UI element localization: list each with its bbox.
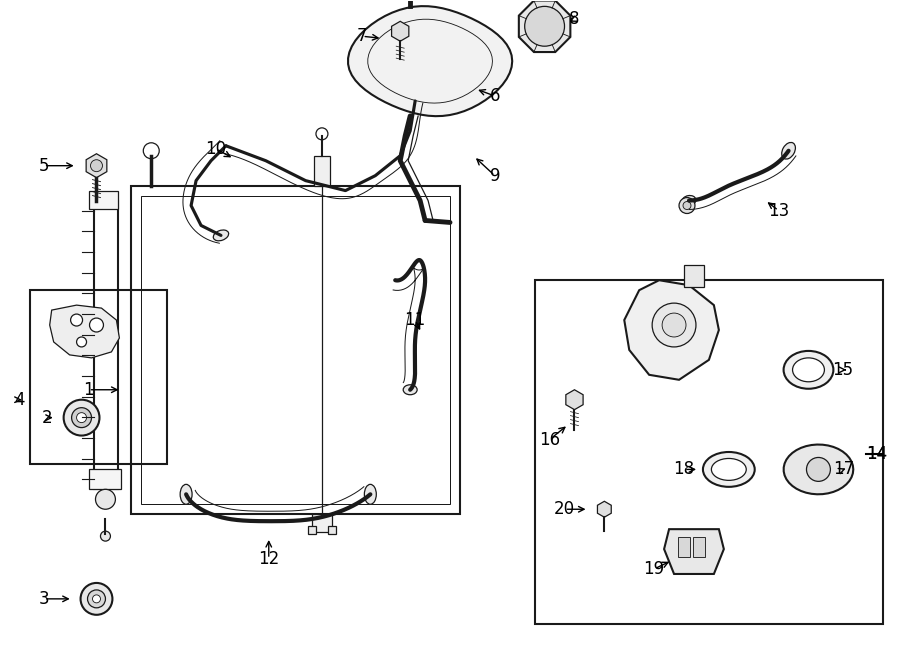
Circle shape	[81, 583, 112, 615]
Circle shape	[101, 531, 111, 541]
Polygon shape	[392, 21, 409, 41]
Circle shape	[679, 198, 695, 214]
Text: 4: 4	[14, 391, 25, 408]
Text: 14: 14	[866, 446, 886, 463]
Bar	[88, 190, 119, 208]
Text: 18: 18	[673, 461, 695, 479]
Bar	[141, 196, 450, 504]
Circle shape	[64, 400, 100, 436]
Bar	[678, 537, 690, 557]
Polygon shape	[664, 529, 724, 574]
Text: 6: 6	[490, 87, 500, 105]
Bar	[131, 186, 460, 514]
Text: 17: 17	[832, 461, 854, 479]
Text: 19: 19	[644, 560, 665, 578]
Ellipse shape	[682, 196, 696, 206]
Bar	[535, 280, 883, 624]
Polygon shape	[598, 501, 611, 517]
Text: 15: 15	[832, 361, 853, 379]
Text: 10: 10	[205, 139, 227, 158]
Circle shape	[76, 412, 86, 422]
Text: 13: 13	[768, 202, 789, 219]
Bar	[328, 526, 336, 534]
Polygon shape	[518, 1, 571, 52]
Circle shape	[70, 314, 83, 326]
Ellipse shape	[784, 351, 833, 389]
Circle shape	[76, 337, 86, 347]
Text: 1: 1	[83, 381, 94, 399]
Text: 20: 20	[554, 500, 575, 518]
Ellipse shape	[703, 452, 755, 487]
Circle shape	[91, 160, 103, 172]
Bar	[693, 537, 705, 557]
Bar	[308, 526, 316, 534]
Text: 12: 12	[258, 550, 279, 568]
Bar	[314, 156, 330, 186]
Polygon shape	[625, 280, 719, 380]
Ellipse shape	[403, 385, 417, 395]
Circle shape	[72, 408, 92, 428]
Text: 3: 3	[39, 590, 49, 608]
Text: 16: 16	[539, 430, 560, 449]
Circle shape	[95, 489, 115, 509]
Ellipse shape	[180, 485, 192, 504]
Circle shape	[89, 318, 104, 332]
Bar	[94, 200, 119, 489]
Bar	[684, 265, 704, 287]
Bar	[30, 290, 167, 465]
Text: 14: 14	[866, 446, 886, 463]
Bar	[312, 514, 332, 532]
Ellipse shape	[711, 459, 746, 481]
Ellipse shape	[364, 485, 376, 504]
Polygon shape	[784, 445, 853, 494]
Circle shape	[683, 202, 691, 210]
Polygon shape	[348, 6, 512, 116]
Text: 9: 9	[490, 167, 500, 184]
Circle shape	[806, 457, 831, 481]
Ellipse shape	[793, 358, 824, 382]
Text: 5: 5	[39, 157, 49, 175]
Circle shape	[93, 595, 101, 603]
Text: 8: 8	[569, 11, 580, 28]
Text: 7: 7	[357, 27, 367, 45]
Polygon shape	[50, 305, 120, 358]
Polygon shape	[86, 154, 107, 178]
Text: 2: 2	[41, 408, 52, 426]
Ellipse shape	[213, 230, 229, 241]
Text: 11: 11	[404, 311, 426, 329]
Bar	[88, 469, 122, 489]
Ellipse shape	[782, 142, 796, 159]
Circle shape	[87, 590, 105, 608]
Circle shape	[525, 7, 564, 46]
Polygon shape	[566, 390, 583, 410]
Circle shape	[662, 313, 686, 337]
Circle shape	[652, 303, 696, 347]
